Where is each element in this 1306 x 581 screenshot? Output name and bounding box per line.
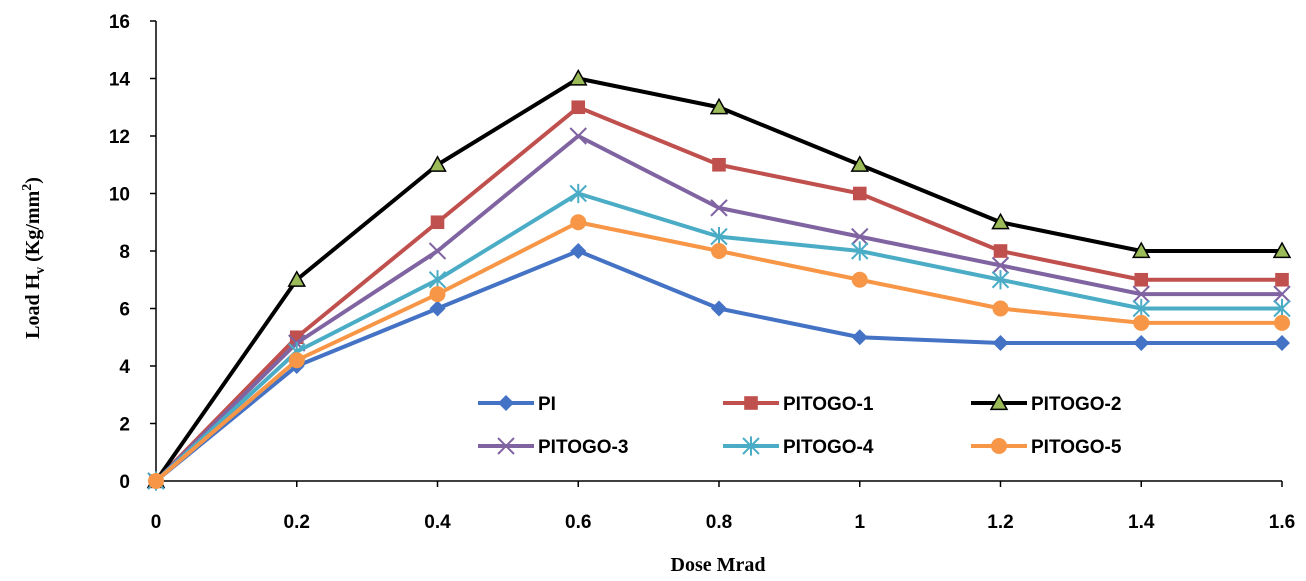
data-point-circle <box>148 473 164 489</box>
x-tick-label: 1.4 <box>1128 512 1155 533</box>
data-point-square <box>571 100 586 115</box>
data-point-x <box>569 127 587 145</box>
x-tick-label: 0.2 <box>284 512 310 533</box>
series-line <box>154 76 1282 483</box>
data-point-diamond <box>1133 335 1150 351</box>
data-point-diamond <box>1274 335 1290 351</box>
series-layer <box>146 68 1292 491</box>
legend-label: PITOGO-3 <box>538 437 628 458</box>
x-tick-label: 1 <box>854 512 865 533</box>
data-point-square <box>712 157 726 172</box>
data-point-square <box>1134 272 1149 287</box>
data-point-square <box>1275 272 1289 287</box>
data-point-diamond <box>429 300 446 317</box>
data-point-x <box>497 437 515 455</box>
x-axis-title: Dose Mrad <box>671 554 766 576</box>
data-point-triangle <box>850 155 870 172</box>
data-point-square <box>430 215 445 230</box>
legend-item-pitogo-4: PITOGO-4 <box>723 436 874 458</box>
y-axis-title: Load Hv (Kg/mm2) <box>20 177 48 339</box>
data-point-triangle <box>428 155 447 172</box>
x-tick-label: 0.4 <box>424 512 451 533</box>
legend: PI PITOGO-1 PITOGO-2 PITOGO-3 PITOGO-4 PITOGO… <box>478 393 1122 458</box>
data-point-square <box>852 186 867 201</box>
data-point-circle <box>288 352 305 369</box>
data-point-circle <box>711 243 727 259</box>
y-tick-label: 12 <box>109 127 130 148</box>
data-point-star <box>991 270 1010 290</box>
legend-item-pitogo-1: PITOGO-1 <box>723 394 874 415</box>
y-axis-ticks: 0 2 4 6 8 10 12 14 16 <box>109 12 156 493</box>
series-pitogo-2 <box>146 68 1292 489</box>
data-point-triangle <box>1272 241 1292 259</box>
data-point-circle <box>1133 314 1150 331</box>
y-tick-label: 16 <box>109 12 130 33</box>
y-tick-label: 0 <box>119 472 130 493</box>
data-point-diamond <box>992 335 1009 351</box>
legend-item-pitogo-5: PITOGO-5 <box>971 437 1122 458</box>
data-point-triangle <box>568 68 588 86</box>
data-point-square <box>993 244 1008 258</box>
data-point-star <box>569 183 587 204</box>
y-axis-title-subscript: v <box>33 267 48 274</box>
y-tick-label: 4 <box>119 357 130 378</box>
data-point-star <box>851 241 869 261</box>
y-axis-title-close: ) <box>22 177 44 184</box>
series-pitogo-5 <box>148 214 1290 489</box>
legend-label: PITOGO-4 <box>783 437 874 458</box>
data-point-x <box>1132 285 1150 303</box>
x-tick-label: 1.6 <box>1269 512 1295 533</box>
data-point-circle <box>1274 314 1290 331</box>
data-point-diamond <box>851 329 868 346</box>
data-point-circle <box>570 214 587 231</box>
legend-label: PITOGO-5 <box>1031 437 1122 458</box>
data-point-x <box>851 227 869 246</box>
data-point-triangle <box>989 393 1009 411</box>
y-axis-title-superscript: 2 <box>20 184 35 191</box>
legend-item-pitogo-3: PITOGO-3 <box>478 437 628 458</box>
legend-label: PITOGO-2 <box>1031 394 1121 415</box>
y-tick-label: 14 <box>109 70 131 91</box>
y-axis-title-main: Load H <box>22 273 44 338</box>
y-axis-title-unit: (Kg/mm <box>22 190 44 266</box>
data-point-circle <box>851 271 868 288</box>
y-tick-label: 6 <box>119 300 130 321</box>
data-point-star <box>742 436 760 456</box>
data-point-x <box>710 199 728 217</box>
data-point-square <box>744 396 758 410</box>
data-point-circle <box>429 286 446 303</box>
data-point-x <box>991 256 1010 275</box>
legend-item-pitogo-2: PITOGO-2 <box>971 393 1121 415</box>
y-tick-label: 10 <box>109 185 130 206</box>
x-tick-label: 0.6 <box>565 512 591 533</box>
data-point-triangle <box>709 97 729 115</box>
legend-label: PITOGO-1 <box>783 394 874 415</box>
data-point-diamond <box>498 395 514 411</box>
x-tick-label: 0 <box>151 512 162 533</box>
y-tick-label: 8 <box>119 242 130 263</box>
data-point-circle <box>992 300 1009 317</box>
data-point-diamond <box>570 243 587 259</box>
x-tick-label: 0.8 <box>706 512 732 533</box>
data-point-triangle <box>991 212 1010 230</box>
data-point-x <box>1273 285 1291 303</box>
data-point-x <box>428 242 447 260</box>
x-tick-label: 1.2 <box>987 512 1013 533</box>
data-point-triangle <box>287 270 307 287</box>
legend-item-pi: PI <box>478 394 556 415</box>
x-axis-ticks: 0 0.2 0.4 0.6 0.8 1 1.2 1.4 1.6 <box>151 481 1295 533</box>
series-pitogo-1 <box>149 100 1289 488</box>
data-point-triangle <box>1131 241 1151 259</box>
data-point-diamond <box>711 300 727 317</box>
legend-label: PI <box>538 394 556 415</box>
data-point-circle <box>991 438 1007 454</box>
y-tick-label: 2 <box>119 415 130 436</box>
